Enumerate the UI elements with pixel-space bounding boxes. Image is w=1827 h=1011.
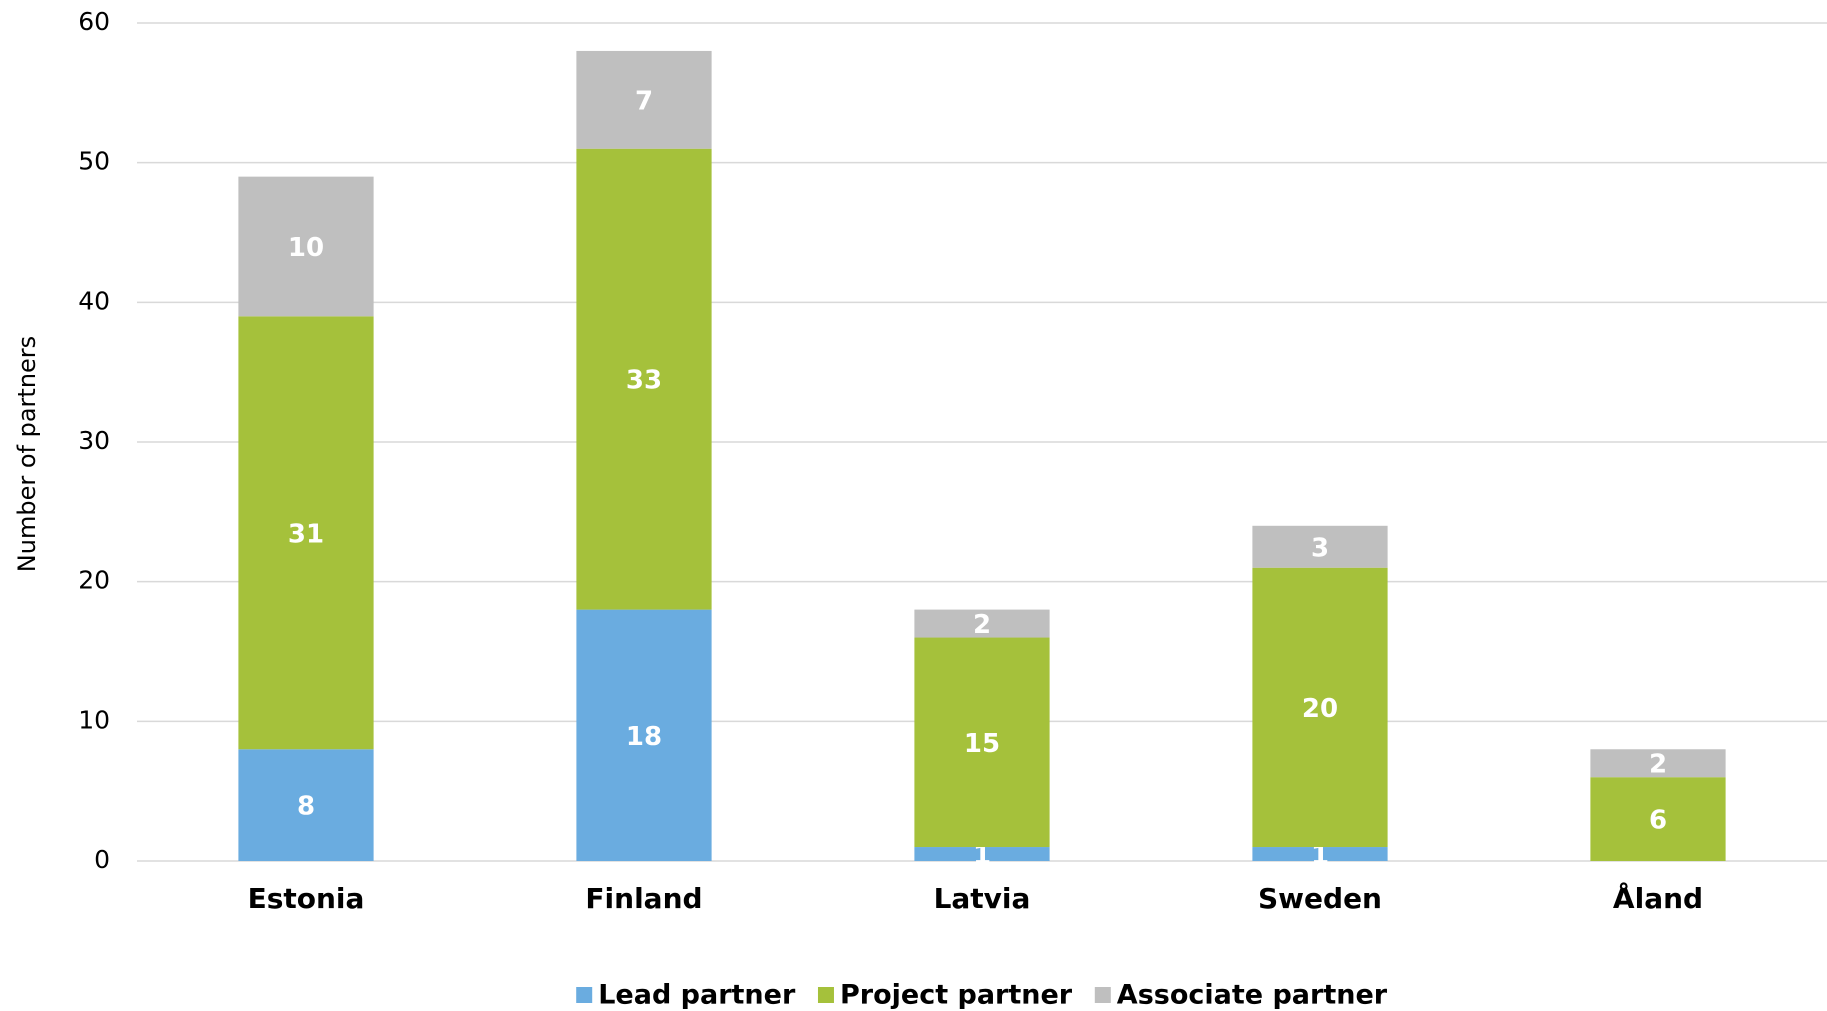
y-tick-label: 10 — [78, 705, 110, 734]
legend-swatch — [576, 987, 593, 1003]
bar-segment — [576, 609, 712, 861]
bar-segment — [914, 637, 1050, 848]
bar-segment — [1252, 847, 1388, 861]
y-tick-label: 60 — [78, 7, 110, 36]
legend-swatch — [1094, 987, 1111, 1003]
legend-swatch — [817, 987, 834, 1003]
data-label: 1 — [973, 841, 991, 871]
bar-segment — [1252, 525, 1388, 568]
data-label: 7 — [635, 86, 653, 116]
data-label: 1 — [1311, 841, 1329, 871]
y-tick-label: 30 — [78, 426, 110, 455]
data-label: 10 — [288, 233, 324, 263]
legend-label: Lead partner — [598, 980, 796, 1011]
data-label: 6 — [1649, 806, 1667, 836]
bar-segment — [576, 50, 712, 149]
bar-segment — [1590, 777, 1726, 861]
legend-label: Associate partner — [1117, 980, 1388, 1011]
y-axis-label: Number of partners — [13, 336, 41, 572]
bar-segment — [1252, 567, 1388, 848]
bar-segment — [238, 316, 374, 750]
bar-segment — [914, 609, 1050, 638]
y-tick-label: 20 — [78, 566, 110, 595]
x-tick-label: Latvia — [934, 882, 1031, 915]
bar-segment — [238, 176, 374, 317]
bar-segment — [238, 749, 374, 861]
data-label: 18 — [626, 722, 662, 752]
bar-segment — [1590, 749, 1726, 778]
data-label: 3 — [1311, 533, 1329, 563]
bar-segment — [914, 847, 1050, 861]
y-tick-label: 0 — [94, 845, 110, 874]
data-label: 20 — [1302, 694, 1338, 724]
data-label: 31 — [288, 519, 324, 549]
data-label: 2 — [973, 610, 991, 640]
data-label: 8 — [297, 792, 315, 822]
data-label: 2 — [1649, 750, 1667, 780]
x-tick-label: Sweden — [1258, 882, 1382, 915]
data-label: 15 — [964, 729, 1000, 759]
bar-segment — [576, 148, 712, 610]
x-tick-label: Finland — [585, 882, 702, 915]
legend-label: Project partner — [840, 980, 1073, 1011]
x-tick-label: Estonia — [248, 882, 365, 915]
y-tick-label: 40 — [78, 286, 110, 315]
x-tick-label: Åland — [1613, 881, 1703, 915]
data-label: 33 — [626, 366, 662, 396]
y-tick-label: 50 — [78, 147, 110, 176]
